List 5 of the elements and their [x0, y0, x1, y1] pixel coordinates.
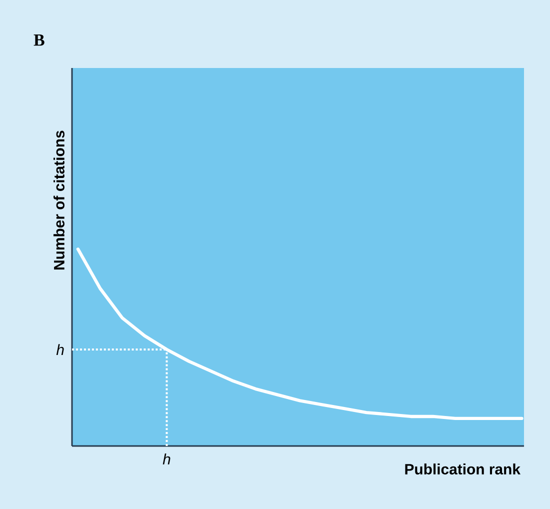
ref-line-label: h — [56, 344, 64, 355]
y-axis-title: Number of citations — [54, 130, 64, 270]
chart-title: B — [34, 34, 44, 46]
x-axis-title: Publication rank — [405, 464, 520, 474]
text: h — [162, 454, 170, 464]
